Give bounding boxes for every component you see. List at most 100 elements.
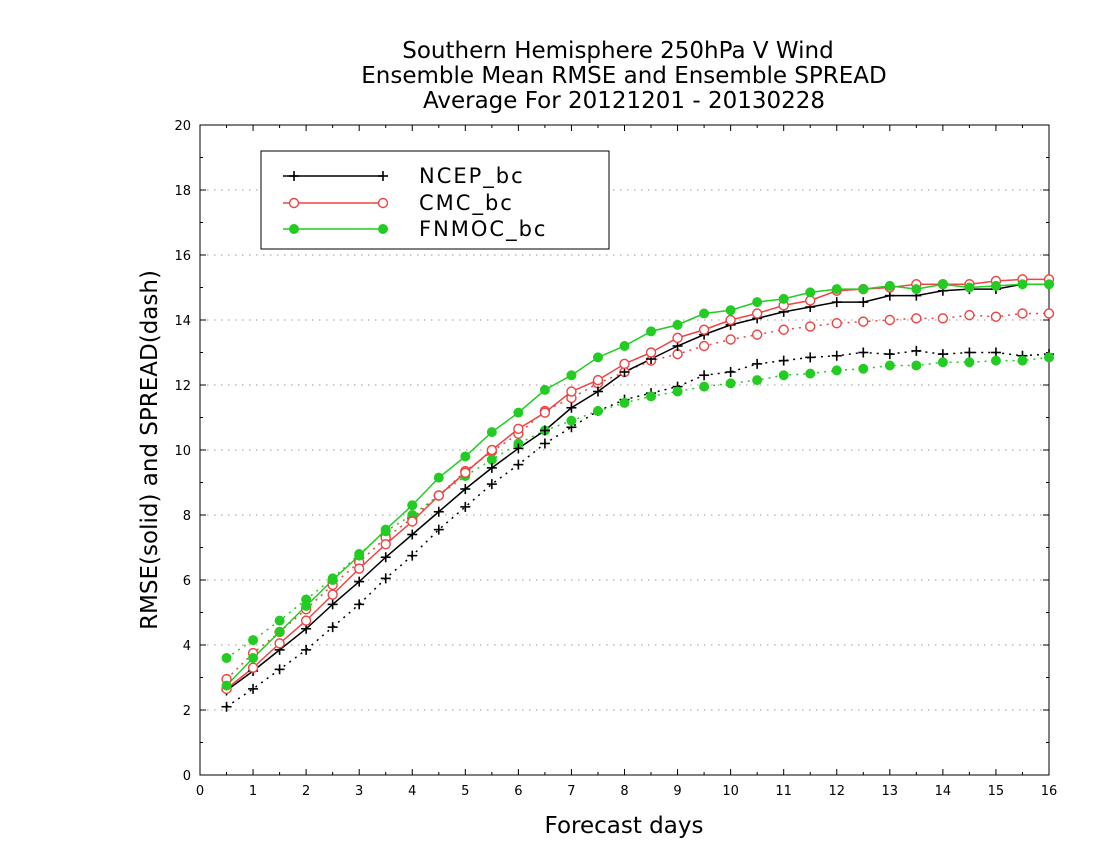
y-tick-label: 4 xyxy=(183,639,191,654)
y-tick-label: 12 xyxy=(174,379,191,394)
point-CMC_bc-spread xyxy=(725,334,736,345)
legend-marker-FNMOC_bc xyxy=(289,224,299,234)
point-CMC_bc-rmse xyxy=(698,324,710,335)
x-tick-label: 6 xyxy=(514,784,522,799)
point-FNMOC_bc-spread xyxy=(566,415,577,426)
y-tick-label: 14 xyxy=(174,314,191,329)
point-NCEP_bc-spread xyxy=(539,438,550,449)
x-tick-label: 1 xyxy=(249,784,257,799)
point-NCEP_bc-spread xyxy=(460,501,471,512)
point-FNMOC_bc-rmse xyxy=(884,280,895,291)
point-FNMOC_bc-rmse xyxy=(752,297,763,308)
series-layer xyxy=(221,274,1055,712)
point-FNMOC_bc-rmse xyxy=(1044,279,1054,290)
point-FNMOC_bc-spread xyxy=(805,368,816,379)
x-tick-label: 9 xyxy=(673,784,681,799)
point-FNMOC_bc-spread xyxy=(858,363,869,374)
point-NCEP_bc-spread xyxy=(725,367,736,377)
x-tick-label: 4 xyxy=(408,784,416,799)
point-NCEP_bc-spread xyxy=(884,349,895,360)
point-NCEP_bc-spread xyxy=(354,599,365,610)
point-NCEP_bc-spread xyxy=(274,664,285,675)
point-NCEP_bc-spread xyxy=(433,524,444,535)
point-FNMOC_bc-rmse xyxy=(221,680,232,691)
point-FNMOC_bc-rmse xyxy=(619,341,630,351)
x-tick-label: 12 xyxy=(828,784,845,799)
point-FNMOC_bc-rmse xyxy=(354,550,365,561)
x-tick-label: 10 xyxy=(722,784,739,799)
x-tick-label: 0 xyxy=(196,784,204,799)
chart-title: Southern Hemisphere 250hPa V Wind Ensemb… xyxy=(361,38,886,114)
point-FNMOC_bc-rmse xyxy=(486,427,497,438)
y-tick-label: 18 xyxy=(174,184,191,199)
point-NCEP_bc-spread xyxy=(778,355,789,366)
point-CMC_bc-rmse xyxy=(353,563,365,574)
point-FNMOC_bc-rmse xyxy=(725,305,736,316)
point-FNMOC_bc-rmse xyxy=(407,500,418,511)
point-CMC_bc-spread xyxy=(698,340,710,352)
chart-title-line-1: Southern Hemisphere 250hPa V Wind xyxy=(402,38,833,64)
point-NCEP_bc-spread xyxy=(513,459,524,470)
x-tick-label: 5 xyxy=(461,784,469,799)
point-NCEP_bc-rmse xyxy=(566,402,577,413)
point-CMC_bc-rmse xyxy=(486,444,498,456)
y-tick-label: 8 xyxy=(183,509,191,524)
point-CMC_bc-spread xyxy=(884,314,896,326)
point-CMC_bc-spread xyxy=(1017,308,1028,319)
x-tick-label: 2 xyxy=(302,784,310,799)
point-FNMOC_bc-rmse xyxy=(592,352,603,363)
point-NCEP_bc-rmse xyxy=(592,386,603,397)
series-line-CMC_bc-spread xyxy=(226,312,1049,680)
point-FNMOC_bc-spread xyxy=(1044,352,1054,363)
point-CMC_bc-spread xyxy=(911,313,922,324)
point-FNMOC_bc-rmse xyxy=(672,319,683,330)
x-tick-label: 7 xyxy=(567,784,575,799)
point-FNMOC_bc-spread xyxy=(1017,355,1028,366)
x-tick-label: 11 xyxy=(775,784,792,799)
point-NCEP_bc-spread xyxy=(380,573,391,584)
point-CMC_bc-rmse xyxy=(672,332,683,344)
point-NCEP_bc-rmse xyxy=(460,484,471,494)
point-NCEP_bc-rmse xyxy=(327,599,338,610)
point-FNMOC_bc-spread xyxy=(725,378,736,389)
y-tick-label: 6 xyxy=(183,574,191,589)
series-line-FNMOC_bc-spread xyxy=(226,356,1050,659)
point-NCEP_bc-rmse xyxy=(486,462,497,473)
point-NCEP_bc-spread xyxy=(407,550,418,561)
point-CMC_bc-rmse xyxy=(645,347,657,358)
legend-label-NCEP_bc: NCEP_bc xyxy=(419,164,525,189)
point-FNMOC_bc-spread xyxy=(646,391,657,402)
point-FNMOC_bc-rmse xyxy=(433,472,444,483)
x-tick-label: 14 xyxy=(935,784,952,799)
series-line-NCEP_bc-spread xyxy=(226,350,1050,708)
point-NCEP_bc-rmse xyxy=(858,297,869,308)
point-FNMOC_bc-spread xyxy=(221,653,232,663)
point-FNMOC_bc-rmse xyxy=(539,384,550,395)
point-CMC_bc-rmse xyxy=(725,314,736,326)
x-tick-label: 16 xyxy=(1041,784,1058,799)
legend-marker-NCEP_bc xyxy=(378,171,388,181)
point-CMC_bc-spread xyxy=(831,318,842,329)
point-NCEP_bc-spread xyxy=(301,644,312,655)
point-FNMOC_bc-rmse xyxy=(566,370,577,381)
point-CMC_bc-spread xyxy=(858,316,869,327)
point-FNMOC_bc-rmse xyxy=(460,451,471,462)
point-CMC_bc-rmse xyxy=(619,358,630,370)
point-FNMOC_bc-spread xyxy=(937,357,948,368)
legend-marker-FNMOC_bc xyxy=(378,224,388,234)
point-NCEP_bc-rmse xyxy=(433,506,444,517)
x-tick-label: 8 xyxy=(620,784,628,799)
point-CMC_bc-spread xyxy=(937,313,949,324)
point-FNMOC_bc-rmse xyxy=(831,284,842,295)
point-FNMOC_bc-rmse xyxy=(513,407,524,418)
x-tick-label: 3 xyxy=(355,784,363,799)
point-NCEP_bc-spread xyxy=(858,347,869,358)
point-NCEP_bc-rmse xyxy=(513,443,524,454)
y-tick-label: 2 xyxy=(183,704,191,719)
chart-title-line-3: Average For 20121201 - 20130228 xyxy=(423,88,825,114)
point-FNMOC_bc-spread xyxy=(619,397,630,408)
x-axis-label: Forecast days xyxy=(545,813,704,839)
point-CMC_bc-spread xyxy=(805,321,816,332)
point-CMC_bc-spread xyxy=(964,309,975,321)
point-NCEP_bc-spread xyxy=(752,358,763,369)
